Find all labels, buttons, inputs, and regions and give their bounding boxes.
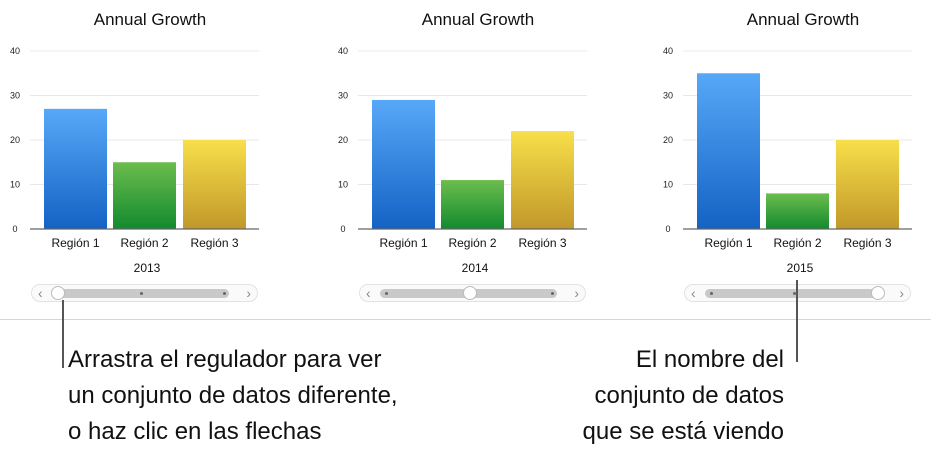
- dataset-name: 2013: [133, 261, 161, 275]
- y-tick-label: 40: [663, 46, 673, 56]
- category-label: Región 2: [120, 236, 168, 250]
- y-tick-label: 30: [10, 91, 20, 101]
- slider-knob[interactable]: [51, 286, 65, 300]
- divider: [0, 319, 931, 320]
- y-tick-label: 0: [12, 224, 17, 234]
- slider-knob[interactable]: [462, 286, 477, 300]
- category-label: Región 1: [51, 236, 99, 250]
- dataset-slider[interactable]: ‹ ›: [31, 284, 258, 302]
- callout-line: que se está viendo: [582, 418, 784, 445]
- bar-chart: 0 10 20 30 40 Región 1 Región 2 Región 3: [10, 46, 259, 250]
- y-tick-label: 10: [10, 180, 20, 190]
- callout-line: o haz clic en las flechas: [68, 418, 322, 445]
- chevron-right-icon[interactable]: ›: [574, 285, 579, 301]
- y-tick-label: 40: [338, 46, 348, 56]
- callout-line-slider: [62, 300, 64, 368]
- category-label: Región 3: [190, 236, 238, 250]
- y-tick-label: 30: [338, 91, 348, 101]
- bar-region2: [441, 180, 504, 229]
- callout-slider: Arrastra el regulador para ver un conjun…: [68, 342, 398, 450]
- chevron-left-icon[interactable]: ‹: [366, 285, 371, 301]
- bar-region1: [44, 108, 107, 229]
- chevron-left-icon[interactable]: ‹: [38, 285, 43, 301]
- y-tick-label: 0: [665, 224, 670, 234]
- slider-stop-dot: [385, 292, 388, 295]
- callout-dataset-name: El nombre del conjunto de datos que se e…: [583, 342, 784, 450]
- chevron-right-icon[interactable]: ›: [246, 285, 251, 301]
- category-label: Región 1: [704, 236, 752, 250]
- y-tick-label: 20: [338, 135, 348, 145]
- slider-stop-dot: [223, 292, 226, 295]
- y-tick-label: 40: [10, 46, 20, 56]
- chart-title: Annual Growth: [746, 10, 860, 29]
- category-label: Región 2: [773, 236, 821, 250]
- category-label: Región 3: [843, 236, 891, 250]
- bar-region2: [766, 193, 829, 229]
- y-tick-label: 30: [663, 91, 673, 101]
- chart-panel: 0 10 20 30 40 Región 1 Región 2 Región 3 Annual …: [328, 0, 628, 310]
- y-tick-label: 10: [663, 180, 673, 190]
- slider-knob[interactable]: [871, 286, 885, 300]
- category-label: Región 3: [518, 236, 566, 250]
- chevron-right-icon[interactable]: ›: [899, 285, 904, 301]
- slider-stop-dot: [793, 292, 796, 295]
- chart-title: Annual Growth: [421, 10, 535, 29]
- bar-region1: [697, 73, 760, 229]
- slider-track[interactable]: [705, 286, 885, 300]
- chart-panel: 0 10 20 30 40 Región 1 Región 2 Región 3 Annual …: [653, 0, 931, 310]
- callout-line: El nombre del: [635, 346, 784, 373]
- slider-track[interactable]: [380, 286, 557, 300]
- bar-region3: [511, 131, 574, 229]
- bar-region3: [836, 140, 899, 229]
- bar-region1: [372, 99, 435, 229]
- dataset-name: 2015: [786, 261, 814, 275]
- category-label: Región 1: [379, 236, 427, 250]
- chart-panel: 0 10 20 30 40 Región 1 Región 2 Región 3 Annual …: [0, 0, 300, 310]
- bar-chart: 0 10 20 30 40 Región 1 Región 2 Región 3: [338, 46, 587, 250]
- y-tick-label: 0: [340, 224, 345, 234]
- dataset-slider[interactable]: ‹ ›: [359, 284, 586, 302]
- slider-stop-dot: [140, 292, 143, 295]
- callout-line: un conjunto de datos diferente,: [68, 382, 398, 409]
- callout-line: Arrastra el regulador para ver: [68, 346, 382, 373]
- bar-region3: [183, 140, 246, 229]
- y-tick-label: 20: [10, 135, 20, 145]
- callout-line-dataset-name: [796, 280, 798, 362]
- chart-title: Annual Growth: [93, 10, 207, 29]
- y-tick-label: 20: [663, 135, 673, 145]
- bar-chart: 0 10 20 30 40 Región 1 Región 2 Región 3: [663, 46, 912, 250]
- chevron-left-icon[interactable]: ‹: [691, 285, 696, 301]
- slider-stop-dot: [551, 292, 554, 295]
- slider-track[interactable]: [51, 286, 229, 300]
- category-label: Región 2: [448, 236, 496, 250]
- bar-region2: [113, 162, 176, 229]
- dataset-name: 2014: [461, 261, 489, 275]
- slider-stop-dot: [710, 292, 713, 295]
- callout-line: conjunto de datos: [594, 382, 784, 409]
- y-tick-label: 10: [338, 180, 348, 190]
